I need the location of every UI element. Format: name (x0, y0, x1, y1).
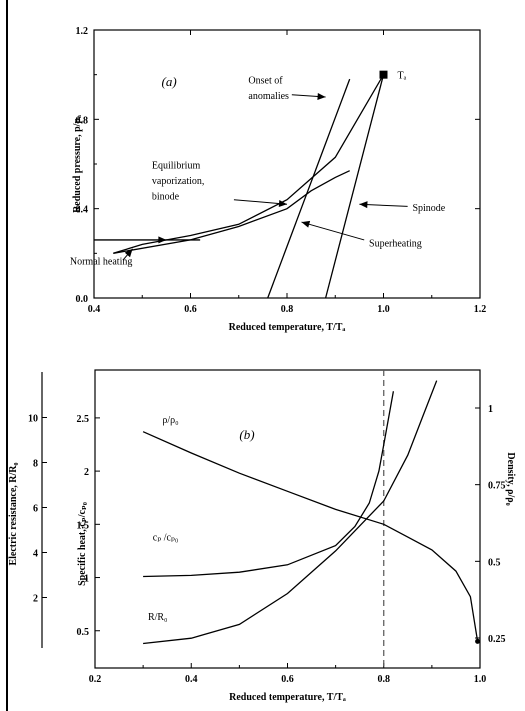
panel-a-ytick-label: 0.0 (76, 294, 89, 305)
onset-label-2: anomalies (248, 91, 289, 102)
panel-a-heating-arrow (158, 236, 166, 243)
normal-heating-label: Normal heating (70, 257, 132, 268)
panel-a-curve-3 (326, 75, 384, 298)
density-series-label: ρ/ρ₀ (162, 415, 179, 426)
resistance-tick-label: 10 (28, 414, 38, 425)
density-tick-label: 0.25 (488, 634, 506, 645)
panel-b-xlabel: Reduced temperature, T/Tₐ (229, 692, 346, 703)
panel-b-xtick-label: 0.8 (378, 674, 391, 685)
specific-heat-series-label: cₚ /cₚ₀ (153, 532, 179, 543)
onset-arrow-head (317, 93, 325, 100)
panel-b-label: (b) (239, 427, 254, 442)
panel-a-ytick-label: 1.2 (76, 26, 89, 37)
panel-a-xlabel: Reduced temperature, T/Tₐ (229, 322, 346, 333)
density-tick-label: 0.5 (488, 557, 501, 568)
resistance-tick-label: 6 (33, 504, 38, 515)
panel-a-curve-1 (113, 171, 349, 254)
resistance-axis-label: Electric resistance, R/R₀ (8, 462, 19, 565)
panel-a-ylabel: Reduced pressure, p/pₐ (72, 115, 83, 213)
spinode-arrow-head (359, 201, 367, 208)
binode-label-2: vaporization, (152, 176, 204, 187)
panel-b-ytick-label: 2.5 (77, 414, 90, 425)
density-end-marker (475, 639, 480, 644)
panel-a-xtick-label: 0.8 (281, 304, 294, 315)
onset-label-1: Onset of (248, 76, 283, 87)
panel-b-xtick-label: 0.4 (185, 674, 198, 685)
panel-b-xtick-label: 0.2 (89, 674, 102, 685)
resistance-tick-label: 2 (33, 594, 38, 605)
panel-b-xtick-label: 1.0 (474, 674, 487, 685)
density-tick-label: 0.75 (488, 481, 506, 492)
panel-a-xtick-label: 0.6 (184, 304, 197, 315)
panel-a-label: (a) (162, 74, 177, 89)
binode-label-3: binode (152, 192, 180, 203)
density-curve (143, 432, 478, 642)
panel-a-xtick-label: 1.2 (474, 304, 487, 315)
superheating-arrow-head (301, 221, 310, 228)
density-tick-label: 1 (488, 404, 493, 415)
panel-a-xtick-label: 1.0 (377, 304, 390, 315)
resistance-tick-label: 4 (33, 549, 38, 560)
spinode-label: Spinode (412, 203, 445, 214)
superheating-arrow-line (301, 222, 364, 240)
panel-b-ylabel: Specific heat, cₚ/cₚ₀ (77, 502, 88, 586)
binode-label-1: Equilibrium (152, 160, 201, 171)
critical-point-marker (380, 71, 388, 79)
resistance-curve (143, 381, 437, 644)
panel-b-ytick-label: 2 (84, 467, 89, 478)
superheating-label: Superheating (369, 239, 422, 250)
resistance-tick-label: 8 (33, 459, 38, 470)
panel-a-xtick-label: 0.4 (88, 304, 101, 315)
panel-b-ytick-label: 0.5 (77, 627, 90, 638)
panel-b-frame (95, 370, 480, 668)
density-axis-label: Density, ρ/ρ₀ (505, 452, 516, 505)
panel-a-curve-2 (268, 79, 350, 298)
panel-b-xtick-label: 0.6 (281, 674, 294, 685)
resistance-series-label: R/R₀ (148, 612, 168, 623)
critical-point-label: Tₐ (398, 71, 407, 82)
